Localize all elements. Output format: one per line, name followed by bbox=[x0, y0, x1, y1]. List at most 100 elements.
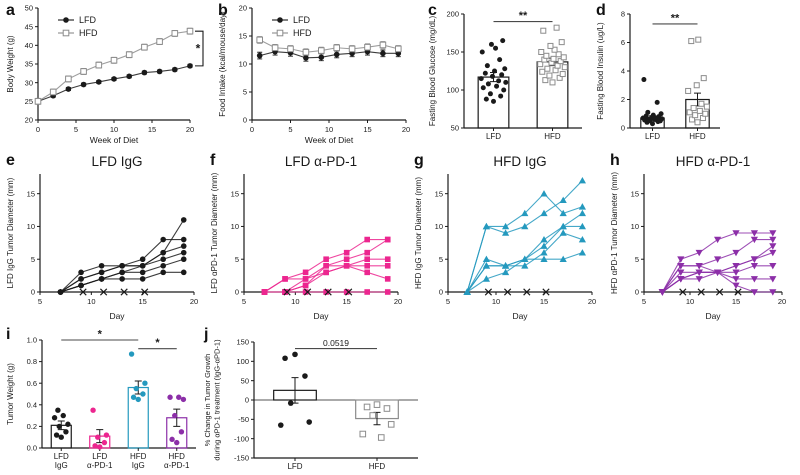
panel-letter-i: i bbox=[6, 326, 11, 343]
svg-text:150: 150 bbox=[236, 338, 249, 347]
svg-text:50: 50 bbox=[25, 4, 33, 13]
svg-text:HFD: HFD bbox=[689, 132, 706, 141]
svg-text:50: 50 bbox=[451, 124, 459, 133]
svg-text:20: 20 bbox=[25, 116, 33, 125]
svg-text:0.4: 0.4 bbox=[27, 400, 37, 409]
svg-text:100: 100 bbox=[446, 86, 459, 95]
svg-text:-150: -150 bbox=[234, 454, 249, 463]
panel-letter-f: f bbox=[210, 152, 216, 169]
svg-text:0: 0 bbox=[250, 125, 254, 134]
svg-text:IgG: IgG bbox=[55, 461, 68, 470]
svg-text:5: 5 bbox=[439, 255, 443, 264]
svg-text:LFD: LFD bbox=[79, 15, 97, 25]
panel-b: b 0 5 10 15 20 Food Intake (kcal/mouse/day) 0 5… bbox=[216, 2, 422, 146]
svg-text:50: 50 bbox=[241, 376, 249, 385]
svg-text:HFD: HFD bbox=[369, 462, 386, 471]
panel-j: j -150 -100 -50 0 50 100 150 % Change in Tumor … bbox=[202, 326, 432, 474]
svg-text:2: 2 bbox=[621, 95, 625, 104]
svg-text:5: 5 bbox=[642, 297, 646, 306]
chart-percent-change-tumor-growth: -150 -100 -50 0 50 100 150 % Change in Tumor Gr… bbox=[203, 338, 418, 471]
svg-text:0.8: 0.8 bbox=[27, 357, 37, 366]
svg-text:LFD: LFD bbox=[645, 132, 660, 141]
svg-text:HFD α-PD-1: HFD α-PD-1 bbox=[676, 154, 751, 169]
svg-text:10: 10 bbox=[325, 125, 333, 134]
svg-text:10: 10 bbox=[291, 297, 299, 306]
svg-text:0: 0 bbox=[243, 116, 247, 125]
svg-text:25: 25 bbox=[25, 97, 33, 106]
panel-d: d 0 2 4 6 8 Fasting Blood Insulin (ug/L) LFD HF… bbox=[594, 2, 794, 146]
svg-text:5: 5 bbox=[31, 255, 35, 264]
svg-text:6: 6 bbox=[621, 38, 625, 47]
svg-text:Food Intake (kcal/mouse/day): Food Intake (kcal/mouse/day) bbox=[218, 11, 227, 117]
svg-text:200: 200 bbox=[446, 10, 459, 19]
svg-text:10: 10 bbox=[110, 125, 118, 134]
svg-text:0.0: 0.0 bbox=[27, 444, 37, 453]
svg-text:5: 5 bbox=[243, 88, 247, 97]
svg-text:Fasting Blood Insulin (ug/L): Fasting Blood Insulin (ug/L) bbox=[596, 22, 605, 120]
panel-letter-e: e bbox=[6, 152, 15, 169]
svg-text:-100: -100 bbox=[234, 434, 249, 443]
svg-text:15: 15 bbox=[540, 297, 548, 306]
svg-text:0: 0 bbox=[235, 288, 239, 297]
svg-text:LFD: LFD bbox=[486, 132, 501, 141]
svg-text:15: 15 bbox=[342, 297, 350, 306]
svg-text:α-PD-1: α-PD-1 bbox=[164, 461, 190, 470]
svg-text:Day: Day bbox=[705, 311, 721, 321]
svg-text:LFD IgG Tumor Diameter (mm): LFD IgG Tumor Diameter (mm) bbox=[6, 177, 15, 288]
svg-text:α-PD-1: α-PD-1 bbox=[87, 461, 113, 470]
svg-text:HFD: HFD bbox=[544, 132, 561, 141]
svg-text:15: 15 bbox=[138, 297, 146, 306]
svg-text:*: * bbox=[155, 337, 160, 349]
svg-text:LFD: LFD bbox=[92, 452, 107, 461]
svg-text:HFD: HFD bbox=[130, 452, 147, 461]
svg-text:LFD IgG: LFD IgG bbox=[91, 154, 142, 169]
panel-g: g 0 5 10 15 HFD IgG Tumor Diameter (mm) 5 10 15… bbox=[412, 152, 606, 322]
panel-letter-g: g bbox=[414, 152, 424, 169]
panel-f: f 0 5 10 15 LFD αPD-1 Tumor Diameter (mm) 5 10… bbox=[208, 152, 410, 322]
svg-text:20: 20 bbox=[239, 4, 247, 13]
svg-text:15: 15 bbox=[148, 125, 156, 134]
svg-text:15: 15 bbox=[732, 297, 740, 306]
svg-text:150: 150 bbox=[446, 48, 459, 57]
svg-text:Week of Diet: Week of Diet bbox=[305, 135, 354, 145]
svg-text:15: 15 bbox=[435, 189, 443, 198]
svg-text:0: 0 bbox=[36, 125, 40, 134]
svg-text:LFD α-PD-1: LFD α-PD-1 bbox=[285, 154, 357, 169]
panel-letter-d: d bbox=[596, 2, 606, 19]
svg-text:HFD IgG: HFD IgG bbox=[493, 154, 546, 169]
svg-text:**: ** bbox=[519, 10, 528, 22]
svg-text:20: 20 bbox=[394, 297, 402, 306]
svg-text:10: 10 bbox=[231, 222, 239, 231]
svg-text:HFD: HFD bbox=[293, 28, 312, 38]
svg-text:HFD: HFD bbox=[169, 452, 186, 461]
svg-text:Day: Day bbox=[313, 311, 329, 321]
svg-text:0: 0 bbox=[245, 396, 249, 405]
svg-text:LFD: LFD bbox=[293, 15, 311, 25]
svg-text:5: 5 bbox=[288, 125, 292, 134]
svg-text:5: 5 bbox=[38, 297, 42, 306]
svg-text:LFD: LFD bbox=[287, 462, 302, 471]
panel-e: e 0 5 10 15 LFD IgG Tumor Diameter (mm) 5 10 15… bbox=[4, 152, 206, 322]
svg-text:0.2: 0.2 bbox=[27, 422, 37, 431]
svg-text:during αPD-1 treatment (IgG-αP: during αPD-1 treatment (IgG-αPD-1) bbox=[213, 339, 222, 461]
svg-text:HFD: HFD bbox=[79, 28, 98, 38]
svg-text:5: 5 bbox=[635, 255, 639, 264]
svg-text:10: 10 bbox=[239, 60, 247, 69]
svg-text:5: 5 bbox=[242, 297, 246, 306]
svg-text:10: 10 bbox=[631, 222, 639, 231]
svg-text:15: 15 bbox=[631, 189, 639, 198]
panel-h: h 0 5 10 15 HFD αPD-1 Tumor Diameter (mm) 5 10… bbox=[608, 152, 798, 322]
svg-text:0: 0 bbox=[31, 288, 35, 297]
svg-text:20: 20 bbox=[186, 125, 194, 134]
svg-text:15: 15 bbox=[231, 189, 239, 198]
panel-c: c 50 100 150 200 Fasting Blood Glucose (mg/d… bbox=[426, 2, 590, 146]
chart-fasting-blood-glucose: 50 100 150 200 Fasting Blood Glucose (mg/dL)… bbox=[428, 10, 582, 141]
svg-text:20: 20 bbox=[778, 297, 786, 306]
svg-text:0: 0 bbox=[635, 288, 639, 297]
svg-text:0: 0 bbox=[439, 288, 443, 297]
svg-text:LFD αPD-1 Tumor Diameter (mm): LFD αPD-1 Tumor Diameter (mm) bbox=[210, 172, 219, 293]
